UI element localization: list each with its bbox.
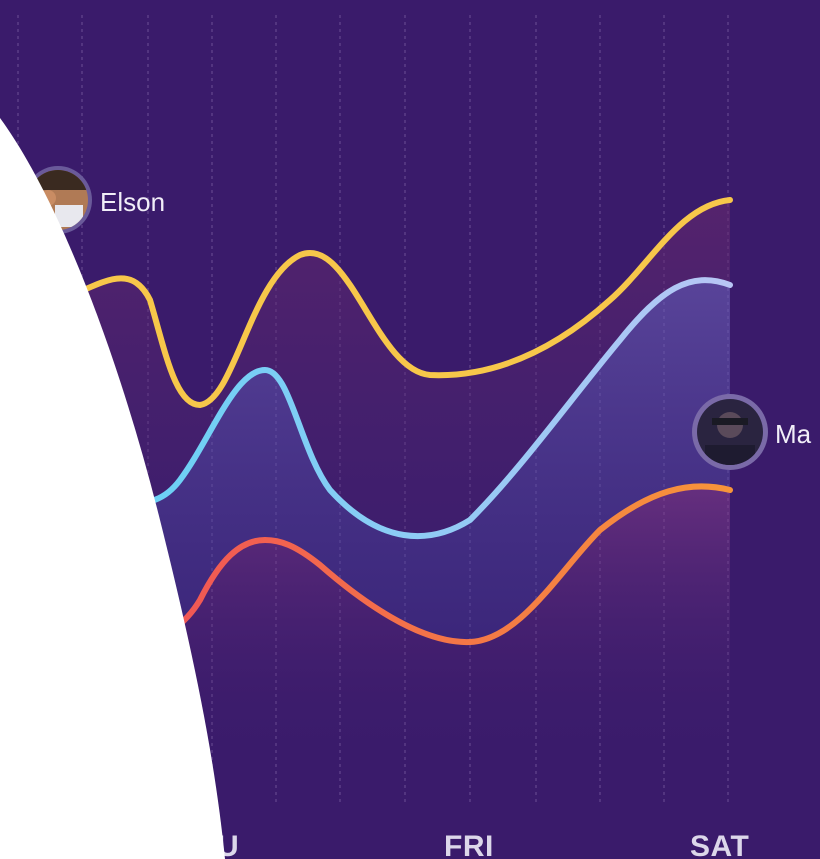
person-label-ma: Ma	[775, 419, 812, 449]
x-tick-label-fri: FRI	[444, 830, 494, 859]
series-line-third	[57, 483, 733, 653]
series-line-elson	[57, 197, 733, 409]
band-fill-top	[60, 200, 730, 537]
series-line-ma	[57, 277, 733, 540]
person-label-elson: Elson	[100, 187, 165, 217]
x-tick-label-sat: SAT	[690, 830, 749, 859]
white-curve-overlay	[0, 118, 225, 859]
band-fill-bottom	[60, 486, 730, 770]
avatar-ma[interactable]	[692, 394, 768, 470]
